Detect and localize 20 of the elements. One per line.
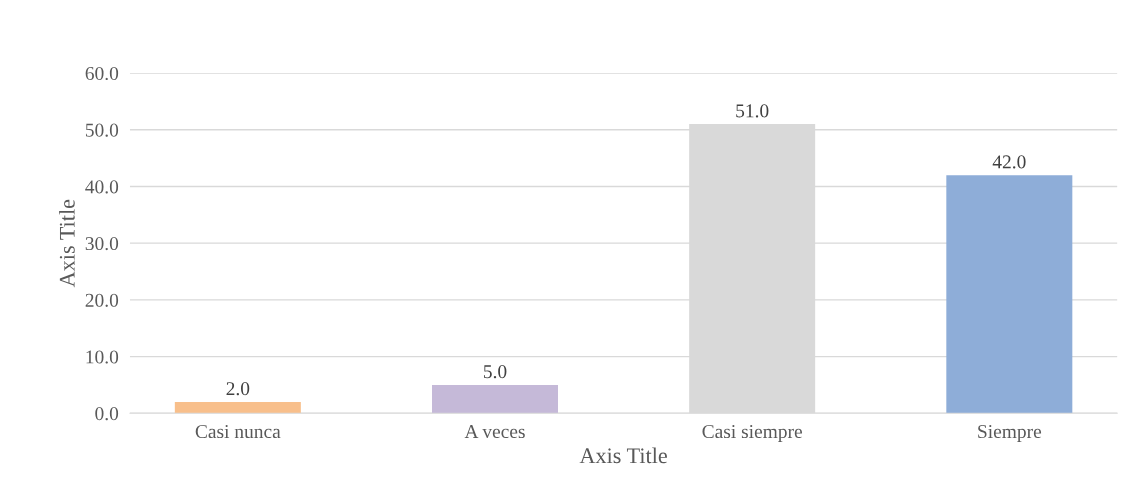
y-tick-label: 40.0	[85, 180, 119, 194]
x-axis-title: Axis Title	[579, 447, 667, 464]
y-tick-label: 50.0	[85, 123, 119, 137]
x-tick-label: Casi siempre	[702, 425, 802, 443]
data-label: 2.0	[226, 382, 250, 396]
data-label: 51.0	[736, 104, 769, 118]
bar	[174, 401, 301, 414]
data-label: 5.0	[483, 365, 507, 379]
bar	[946, 175, 1073, 414]
y-axis-title: Axis Title	[59, 199, 75, 288]
data-label: 42.0	[992, 155, 1026, 169]
y-tick-label: 20.0	[85, 293, 119, 307]
y-tick-label: 30.0	[85, 237, 119, 251]
y-tick-label: 10.0	[86, 350, 119, 364]
bar	[432, 384, 558, 414]
x-tick-label: A veces	[464, 425, 525, 439]
x-tick-label: Casi nunca	[195, 425, 281, 439]
y-tick-label: 60.0	[85, 66, 119, 81]
x-tick-label: Siempre	[978, 425, 1042, 443]
y-tick-label: 0.0	[95, 407, 119, 421]
